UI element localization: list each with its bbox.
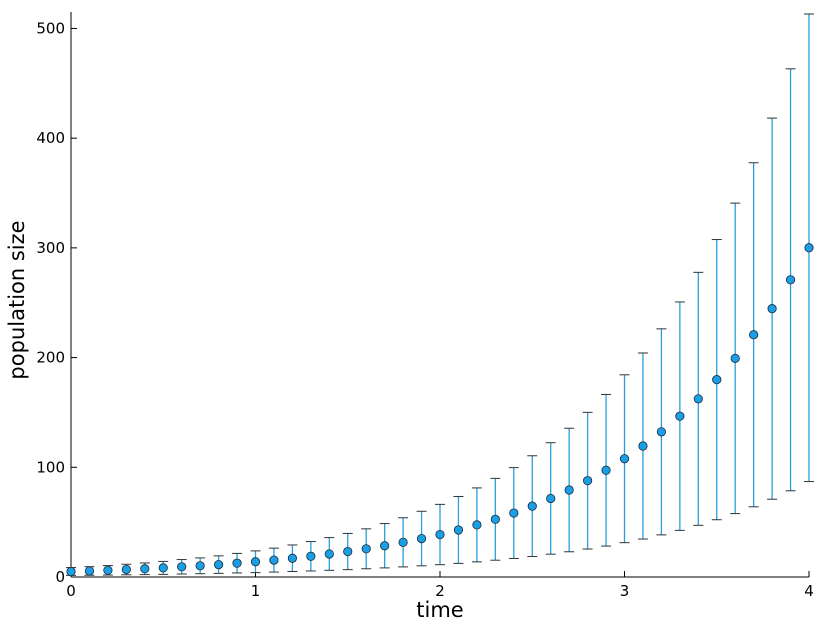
y-axis-label: population size — [5, 220, 29, 379]
y-tick-label: 200 — [36, 349, 65, 367]
y-tick-label: 100 — [36, 458, 65, 476]
y-tick-label: 400 — [36, 129, 65, 147]
data-point — [269, 555, 279, 565]
x-tick-label: 2 — [435, 582, 445, 600]
x-tick-label: 0 — [66, 582, 76, 600]
data-point — [472, 520, 482, 530]
data-point — [158, 563, 168, 573]
x-axis-label: time — [416, 598, 463, 622]
data-point — [214, 560, 224, 570]
data-point — [638, 441, 648, 451]
data-point — [656, 427, 667, 437]
data-point — [66, 566, 76, 577]
data-point — [619, 454, 630, 464]
data-point — [398, 537, 408, 547]
y-tick-label: 300 — [36, 239, 65, 257]
data-point — [324, 549, 334, 559]
data-point — [749, 330, 759, 340]
data-point — [177, 562, 187, 572]
data-point — [804, 243, 814, 253]
data-point — [250, 557, 261, 567]
data-point — [490, 514, 500, 524]
data-point — [693, 394, 703, 404]
data-point — [785, 275, 796, 285]
x-tick-label: 3 — [620, 582, 630, 600]
data-point — [601, 465, 611, 475]
data-point — [361, 544, 371, 554]
data-point — [195, 561, 205, 571]
y-tick-label: 500 — [36, 19, 65, 37]
data-point — [140, 564, 150, 574]
data-point — [546, 493, 556, 504]
data-point — [287, 553, 297, 563]
data-point — [435, 529, 445, 540]
data-point — [416, 534, 427, 544]
data-point — [582, 476, 593, 486]
data-point — [453, 525, 464, 535]
data-point — [527, 501, 537, 511]
y-tick-label: 0 — [55, 568, 65, 586]
x-tick-label: 4 — [804, 582, 814, 600]
data-point — [380, 541, 390, 551]
data-point — [103, 565, 113, 575]
data-point — [84, 566, 95, 576]
data-point — [675, 411, 685, 421]
data-point — [343, 546, 353, 557]
data-point — [306, 551, 316, 561]
data-point — [232, 558, 242, 568]
x-tick-label: 1 — [251, 582, 261, 600]
data-point — [121, 564, 131, 575]
data-point — [730, 353, 740, 363]
data-point — [509, 508, 519, 518]
data-point — [564, 485, 574, 495]
data-point — [767, 304, 777, 314]
data-point — [712, 375, 722, 385]
